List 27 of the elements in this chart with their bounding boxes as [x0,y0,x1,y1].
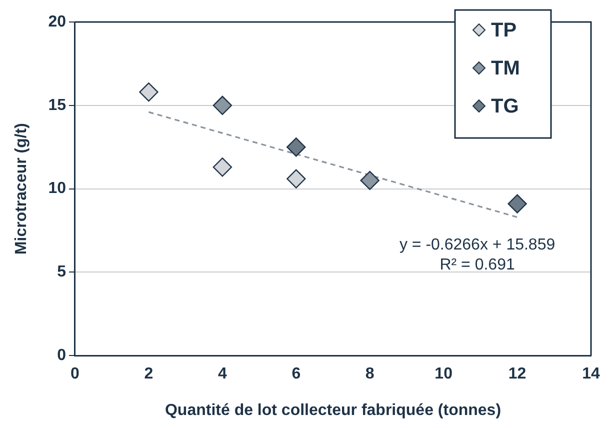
legend-label: TP [491,20,517,42]
x-tick-label: 2 [144,366,154,383]
point [212,158,232,177]
y-tick-label: 5 [57,264,66,281]
y-tick-label: 20 [48,13,66,30]
point [139,82,158,102]
x-tick-label: 6 [292,366,301,383]
x-tick-label: 4 [218,366,227,383]
x-tick-label: 0 [70,366,80,383]
annotation: R² = 0.691 [440,256,515,274]
x-axis-title: Quantité de lot collecteur fabriquée (tonnes) [164,402,502,419]
y-tick-label: 0 [57,347,66,364]
x-tick-label: 14 [582,366,600,383]
x-tick-label: 8 [365,366,374,383]
y-tick-label: 15 [48,96,66,114]
legend-label: TG [491,96,519,118]
y-axis-title: Microtraceur (g/t) [13,123,30,255]
point [360,170,380,190]
point [212,96,232,115]
point [286,169,306,188]
annotation: y = -0.6266x + 15.859 [399,236,556,254]
point [508,194,527,214]
x-tick-label: 10 [434,366,453,383]
legend-label: TM [491,58,520,80]
y-tick-label: 10 [48,180,66,198]
point [286,138,306,157]
x-tick-label: 12 [508,366,526,383]
